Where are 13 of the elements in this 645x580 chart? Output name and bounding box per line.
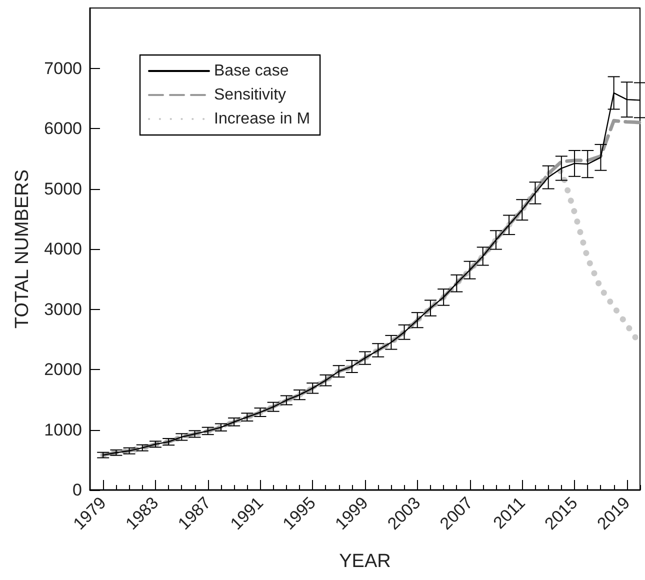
y-tick-label: 0 xyxy=(72,480,82,500)
legend-label: Sensitivity xyxy=(214,86,286,104)
x-axis-title: YEAR xyxy=(339,551,391,572)
y-tick-label: 7000 xyxy=(44,58,82,78)
y-tick-label: 3000 xyxy=(44,300,82,319)
y-axis-title: TOTAL NUMBERS xyxy=(12,169,33,329)
legend-label: Base case xyxy=(214,62,289,80)
y-tick-label: 1000 xyxy=(44,420,82,440)
y-tick-label: 5000 xyxy=(44,179,82,198)
legend-label: Increase in M xyxy=(214,110,310,128)
y-tick-label: 4000 xyxy=(44,240,82,258)
y-tick-label: 6000 xyxy=(44,119,82,138)
y-tick-label: 2000 xyxy=(44,360,82,379)
